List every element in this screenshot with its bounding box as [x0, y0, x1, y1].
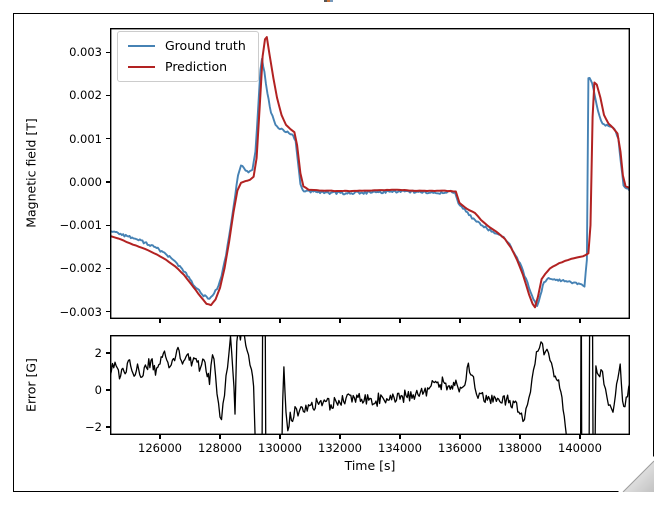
artifact-segment — [330, 0, 333, 2]
legend-line-sample — [128, 45, 155, 47]
page-fold-decoration — [618, 456, 654, 492]
legend-entry-ground-truth: Ground truth — [128, 39, 246, 53]
x-tick-mark — [279, 319, 281, 323]
x-tick-label: 132000 — [318, 441, 362, 455]
x-tick-label: 140000 — [558, 441, 602, 455]
legend-label: Prediction — [165, 59, 228, 74]
x-tick-mark — [279, 435, 281, 439]
x-tick-mark — [399, 319, 401, 323]
error-plot — [110, 335, 630, 435]
x-tick-mark — [459, 435, 461, 439]
series-ground-truth — [110, 57, 630, 307]
x-tick-label: 138000 — [498, 441, 542, 455]
artifact-segment — [327, 0, 330, 2]
axes-spines — [110, 335, 630, 435]
y-tick-label: 0.001 — [69, 131, 102, 146]
y-tick-label: −0.003 — [59, 304, 102, 319]
y-axis-label-main: Magnetic field [T] — [23, 118, 39, 228]
series-error — [110, 335, 630, 435]
y-tick-mark — [106, 352, 110, 354]
y-tick-label: −2 — [85, 420, 102, 435]
x-tick-mark — [519, 435, 521, 439]
x-tick-mark — [399, 435, 401, 439]
y-tick-mark — [106, 267, 110, 269]
screen-edge-artifact — [324, 0, 333, 2]
x-tick-mark — [339, 435, 341, 439]
y-tick-label: −0.002 — [59, 261, 102, 276]
x-tick-mark — [159, 319, 161, 323]
y-tick-mark — [106, 426, 110, 428]
legend-line-sample — [128, 66, 155, 68]
axes-spines — [110, 28, 630, 319]
y-tick-label: 2 — [94, 345, 102, 360]
x-tick-mark — [579, 319, 581, 323]
x-tick-label: 136000 — [438, 441, 482, 455]
x-tick-mark — [579, 435, 581, 439]
y-axis-label-error: Error [G] — [23, 358, 39, 412]
y-tick-mark — [106, 94, 110, 97]
artifact-segment — [324, 0, 327, 2]
y-tick-label: −0.001 — [59, 218, 102, 233]
x-tick-mark — [459, 319, 461, 323]
series-prediction — [110, 36, 630, 309]
y-tick-mark — [106, 311, 110, 313]
x-tick-label: 128000 — [198, 441, 242, 455]
y-tick-mark — [106, 389, 110, 391]
y-tick-label: 0.000 — [69, 174, 102, 189]
y-tick-mark — [106, 181, 110, 183]
y-tick-mark — [106, 138, 110, 140]
legend: Ground truth Prediction — [117, 31, 259, 82]
y-tick-label: 0.002 — [69, 88, 102, 103]
x-tick-label: 134000 — [378, 441, 422, 455]
x-axis-label: Time [s] — [344, 458, 396, 473]
x-tick-label: 130000 — [258, 441, 302, 455]
x-tick-mark — [219, 435, 221, 439]
y-tick-label: 0.003 — [69, 45, 102, 60]
legend-label: Ground truth — [165, 38, 246, 53]
y-tick-mark — [106, 224, 110, 226]
x-tick-label: 126000 — [138, 441, 182, 455]
legend-entry-prediction: Prediction — [128, 60, 246, 74]
y-tick-mark — [106, 51, 110, 53]
y-tick-label: 0 — [94, 383, 102, 397]
x-tick-mark — [219, 319, 221, 323]
x-tick-mark — [159, 435, 161, 439]
x-tick-mark — [339, 319, 341, 323]
x-tick-mark — [519, 319, 521, 323]
